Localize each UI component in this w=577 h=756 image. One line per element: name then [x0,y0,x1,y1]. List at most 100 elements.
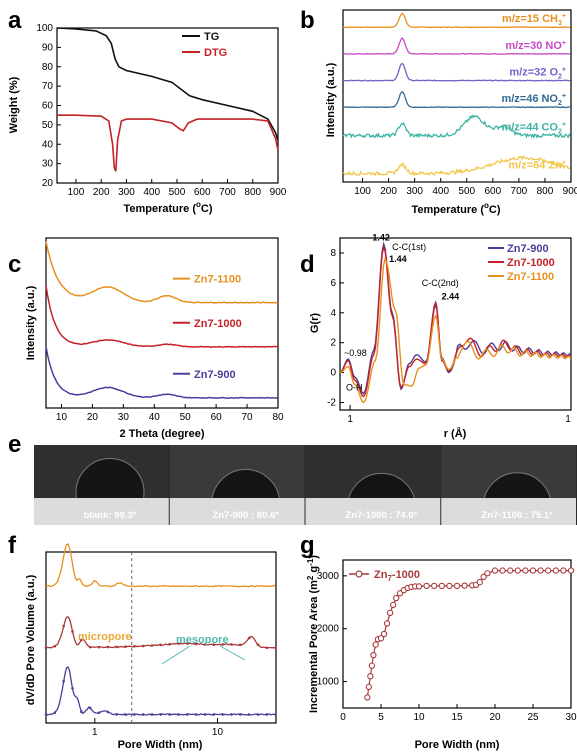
x-tick-label-b: 500 [458,186,475,197]
contact-angle-label-0: blank: 99.3° [84,510,137,521]
point-f-1 [194,642,198,646]
point-f-2 [62,679,65,683]
point-g [390,601,397,609]
point-f-1 [186,642,189,645]
x-tick-label-d: 1 [347,414,353,425]
series-line-d-1 [339,244,572,398]
substrate-2 [305,498,441,525]
y-axis-title-b: Intensity (a.u.) [325,62,337,137]
point-g [507,567,514,574]
legend-tg: TG [204,31,219,43]
y-tick-label-a: 80 [42,62,54,73]
series-line-b-5 [342,155,571,177]
y-tick-label-a: 30 [42,159,54,170]
plot-frame-b [342,9,572,183]
series-line-g [366,569,571,698]
point-g [491,567,499,574]
contact-angle-label-3: Zn7-1100 : 75.1° [482,510,554,521]
mesopore-arrow-1 [161,645,191,665]
point-f-2 [71,686,74,690]
y-tick-label-a: 60 [42,101,54,112]
y-tick-label-a: 90 [42,42,54,53]
x-tick-label-d: 1 [565,414,571,425]
annotation-1-44: 1.44 [389,254,407,264]
x-tick-label-a: 800 [244,187,261,198]
x-tick-label-a: 600 [194,187,211,198]
point-g [480,573,487,581]
legend-b-1: m/z=30 NO+ [505,40,566,52]
point-f-1 [256,643,260,646]
point-f-2 [221,713,224,716]
series-line-b-4 [342,114,571,139]
y-tick-label-d: 4 [330,308,336,319]
legend-b-4: m/z=44 CO2+ [501,122,566,136]
x-tick-label-c: 30 [118,412,130,423]
y-axis-title-a: Weight (%) [8,76,20,133]
point-f-2 [88,706,92,710]
point-f-1 [141,644,145,648]
y-tick-label-a: 20 [42,178,54,189]
point-g [537,567,544,574]
y-tick-label-d: 0 [330,368,336,379]
legend-c-1: Zn7-1000 [194,318,242,330]
x-tick-label-b: 700 [511,186,528,197]
legend-d-0: Zn7-900 [507,243,549,255]
point-f-1 [115,645,118,649]
point-f-2 [274,713,277,716]
series-line-d-2 [339,256,572,404]
point-g [370,651,377,659]
point-f-1 [150,644,154,647]
y-tick-label-d: 6 [330,278,336,289]
y-tick-label-a: 100 [36,23,53,34]
contact-angle-label-1: Zn7-900 : 80.6° [212,510,279,521]
x-tick-label-a: 700 [219,187,236,198]
x-tick-label-b: 400 [432,186,449,197]
legend-b-3: m/z=46 NO2+ [501,93,566,107]
annotation-cc-1st: C-C(1st) [392,242,426,252]
point-g [415,583,423,590]
point-f-2 [177,713,180,716]
point-f-2 [212,713,216,716]
y-tick-label-g: 1000 [317,677,340,688]
series-line-c-1 [45,285,279,348]
x-axis-title-g: Pore Width (nm) [415,739,500,751]
series-line-dtg [57,114,279,172]
point-f-1 [203,643,207,646]
point-g [431,582,438,590]
panel-c: 10 20 30 40 50 60 70 80 Zn7-1100 Zn7-1000 Zn7-900… [25,237,284,440]
annotation-cc-2nd: C-C(2nd) [422,278,459,288]
point-g [377,635,385,642]
point-f-1 [212,643,216,646]
point-f-1 [265,646,269,650]
series-line-b-0 [343,12,571,29]
annotation-micropore: micropore [78,631,132,643]
legend-b-5: m/z=64 Zn+ [508,159,566,171]
point-f-2 [80,710,83,713]
point-f-2 [230,713,233,716]
point-f-2 [186,713,189,716]
x-tick-label-a: 500 [169,187,186,198]
legend-b-2: m/z=32 O2+ [509,67,566,81]
series-line-c-2 [45,346,279,399]
point-f-1 [80,638,83,642]
point-f-1 [124,645,127,648]
point-g [545,567,552,574]
substrate-0 [34,498,169,525]
x-axis-title-a: Temperature (oC) [123,200,212,215]
point-g [386,609,394,617]
x-tick-label-c: 50 [180,412,192,423]
panel-label-c: c [8,251,21,278]
point-g [372,641,379,648]
droplet-0 [75,458,145,498]
x-tick-label-c: 40 [149,412,161,423]
point-f-2 [133,713,136,716]
y-tick-label-a: 40 [42,139,54,150]
point-f-2 [115,713,118,716]
point-g [446,582,453,590]
legend-c-0: Zn7-1100 [194,274,241,286]
point-f-1 [274,646,277,650]
x-tick-label-c: 60 [211,412,223,423]
point-f-2 [238,713,242,716]
point-g [423,582,430,590]
legend-marker-g [355,570,363,578]
